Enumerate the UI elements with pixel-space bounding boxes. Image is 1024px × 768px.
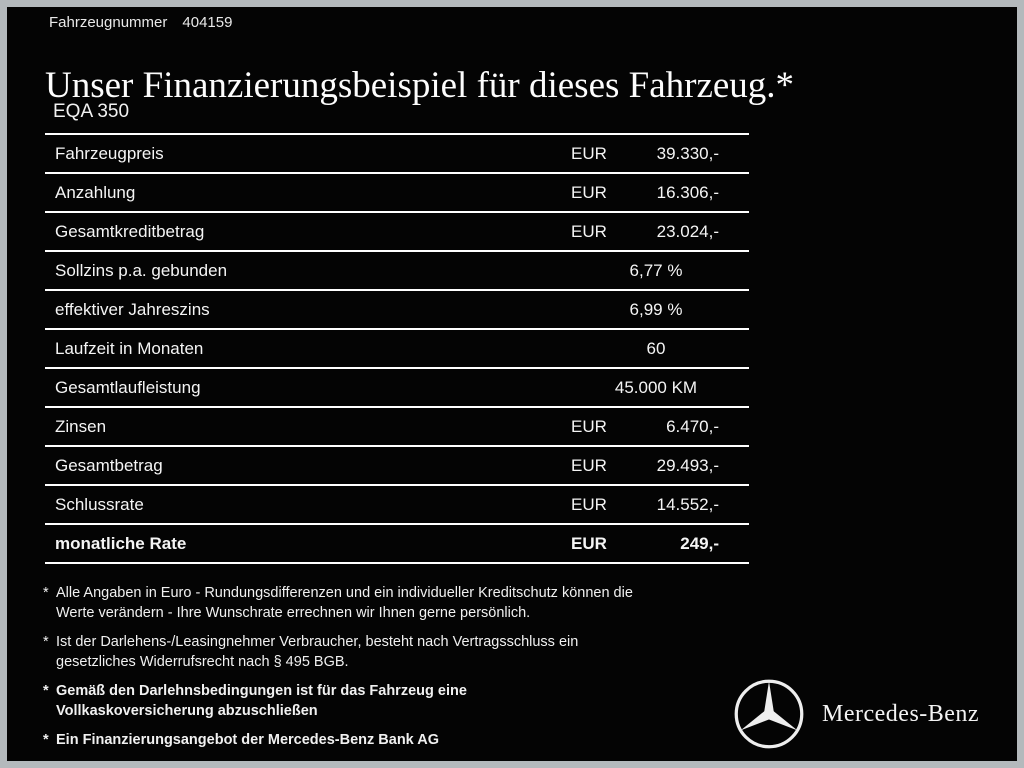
table-row: effektiver Jahreszins 6,99 % [45,289,749,328]
row-label: monatliche Rate [55,533,187,553]
footnote: * Ein Finanzierungsangebot der Mercedes-B… [43,730,767,750]
amount-value: 6,99 % [629,299,683,319]
row-value: EUR 16.306,- [563,183,749,203]
footnote-marker: * [43,683,49,699]
currency-label: EUR [571,221,607,241]
table-row: Zinsen EUR 6.470,- [45,406,749,445]
amount-value: 23.024,- [656,221,719,241]
amount-value: 39.330,- [656,143,719,163]
row-value: EUR 29.493,- [563,456,749,476]
row-label: Schlussrate [55,494,144,514]
currency-label: EUR [571,182,607,202]
footnote: * Gemäß den Darlehnsbedingungen ist für d… [43,681,767,721]
amount-value: 45.000 KM [614,377,698,397]
footnote-text: Alle Angaben in Euro - Rundungsdifferenz… [56,585,633,621]
footnote-marker: * [43,634,49,650]
amount-value: 14.552,- [656,494,719,514]
brand-block: Mercedes-Benz [733,678,979,750]
table-row: Gesamtkreditbetrag EUR 23.024,- [45,211,749,250]
amount-value: 29.493,- [656,455,719,475]
table-row: Gesamtbetrag EUR 29.493,- [45,445,749,484]
footnote: * Ist der Darlehens-/Leasingnehmer Verbra… [43,632,767,672]
currency-label: EUR [571,455,607,475]
row-label: Fahrzeugpreis [55,143,164,163]
currency-label: EUR [571,533,607,553]
table-row: Sollzins p.a. gebunden 6,77 % [45,250,749,289]
vehicle-number: Fahrzeugnummer 404159 [49,14,232,31]
footnote-marker: * [43,732,49,748]
financing-sheet: Fahrzeugnummer 404159 Unser Finanzierungs… [7,7,1017,761]
table-row: Fahrzeugpreis EUR 39.330,- [45,133,749,172]
table-row: Gesamtlaufleistung 45.000 KM [45,367,749,406]
amount-value: 60 [646,338,666,358]
row-value: EUR 249,- [563,534,749,554]
amount-value: 6,77 % [629,260,683,280]
financing-table: Fahrzeugpreis EUR 39.330,- Anzahlung EUR 16.3… [45,133,749,564]
brand-name: Mercedes-Benz [822,700,980,727]
row-label: Gesamtkreditbetrag [55,221,205,241]
row-value: EUR 6.470,- [563,417,749,437]
footnotes: * Alle Angaben in Euro - Rundungsdifferen… [43,583,767,759]
row-value: 6,99 % [563,300,749,320]
row-value: 6,77 % [563,261,749,281]
amount-value: 6.470,- [666,416,719,436]
row-value: EUR 23.024,- [563,222,749,242]
table-row: Anzahlung EUR 16.306,- [45,172,749,211]
page-title: Unser Finanzierungsbeispiel für dieses F… [45,64,795,106]
row-value: EUR 14.552,- [563,495,749,515]
row-label: Sollzins p.a. gebunden [55,260,228,280]
currency-label: EUR [571,416,607,436]
amount-value: 16.306,- [656,182,719,202]
row-value: 60 [563,339,749,359]
vehicle-number-label: Fahrzeugnummer [49,14,168,31]
row-label: Laufzeit in Monaten [55,338,204,358]
footnote-marker: * [43,585,49,601]
table-row: monatliche Rate EUR 249,- [45,523,749,564]
row-label: Gesamtlaufleistung [55,377,201,397]
footnote-text: Gemäß den Darlehnsbedingungen ist für da… [56,683,467,719]
row-value: EUR 39.330,- [563,144,749,164]
vehicle-number-value: 404159 [182,14,233,31]
table-row: Schlussrate EUR 14.552,- [45,484,749,523]
model-name: EQA 350 [53,101,130,122]
row-label: effektiver Jahreszins [55,299,210,319]
row-label: Gesamtbetrag [55,455,163,475]
footnote: * Alle Angaben in Euro - Rundungsdifferen… [43,583,767,623]
row-label: Zinsen [55,416,107,436]
row-label: Anzahlung [55,182,136,202]
amount-value: 249,- [680,533,719,553]
mercedes-star-icon [734,679,804,749]
row-value: 45.000 KM [563,378,749,398]
footnote-text: Ein Finanzierungsangebot der Mercedes-Be… [56,732,439,748]
footnote-text: Ist der Darlehens-/Leasingnehmer Verbrau… [56,634,579,670]
currency-label: EUR [571,494,607,514]
table-row: Laufzeit in Monaten 60 [45,328,749,367]
currency-label: EUR [571,143,607,163]
